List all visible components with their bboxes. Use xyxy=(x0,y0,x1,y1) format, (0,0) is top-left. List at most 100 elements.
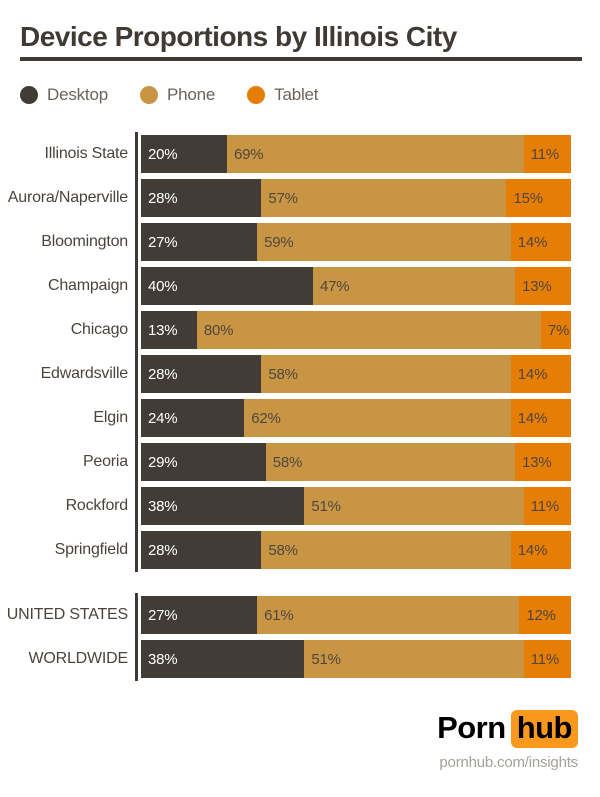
row-label: Bloomington xyxy=(41,233,128,250)
segment-value-label: 38% xyxy=(148,650,178,668)
bar-segment-desktop: 20% xyxy=(141,135,227,173)
bar-segment-phone: 58% xyxy=(261,355,511,393)
segment-value-label: 58% xyxy=(268,541,298,559)
segment-value-label: 12% xyxy=(526,606,556,624)
cities-bar-group: Illinois State 20% 69% 11% Aurora/Naperville… xyxy=(7,132,571,572)
row-label: Peoria xyxy=(82,453,128,470)
chart-row: Elgin 24% 62% 14% xyxy=(20,399,571,437)
bar-segment-tablet: 14% xyxy=(510,223,571,261)
segment-value-label: 13% xyxy=(148,321,178,339)
segment-value-label: 14% xyxy=(517,233,548,251)
bar-segment-phone: 69% xyxy=(227,135,524,173)
stacked-bar: 38% 51% 11% xyxy=(141,487,571,525)
bar-segment-tablet: 14% xyxy=(510,399,571,437)
segment-value-label: 14% xyxy=(517,409,548,427)
chart-row: Chicago 13% 80% 7% xyxy=(20,311,571,349)
segment-value-label: 58% xyxy=(272,453,303,471)
bar-segment-tablet: 12% xyxy=(519,596,571,634)
stacked-bar: 40% 47% 13% xyxy=(141,267,571,305)
chart-legend: Desktop Phone Tablet xyxy=(20,85,600,105)
segment-value-label: 29% xyxy=(148,453,178,471)
legend-label: Desktop xyxy=(47,85,108,104)
bar-segment-phone: 59% xyxy=(257,223,511,261)
row-label: Champaign xyxy=(47,277,128,294)
bar-segment-phone: 62% xyxy=(244,399,511,437)
segment-value-label: 38% xyxy=(148,497,178,515)
bar-segment-phone: 80% xyxy=(196,311,541,349)
bar-segment-desktop: 38% xyxy=(141,640,305,678)
chart-row: Springfield 28% 58% 14% xyxy=(20,531,571,569)
legend-item-tablet: Tablet xyxy=(247,85,319,105)
row-label: WORLDWIDE xyxy=(28,650,128,667)
chart-row: Rockford 38% 51% 11% xyxy=(20,487,571,525)
bar-segment-tablet: 13% xyxy=(515,267,571,305)
segment-value-label: 27% xyxy=(148,606,178,624)
bar-segment-phone: 58% xyxy=(261,531,511,569)
logo-text-hub: hub xyxy=(510,710,578,748)
segment-value-label: 69% xyxy=(234,145,264,163)
segment-value-label: 51% xyxy=(311,497,341,515)
stacked-bar-chart: Illinois State 20% 69% 11% Aurora/Naperville… xyxy=(0,132,600,681)
stacked-bar: 24% 62% 14% xyxy=(141,399,571,437)
stacked-bar: 29% 58% 13% xyxy=(141,443,571,481)
segment-value-label: 61% xyxy=(264,606,294,624)
phone-legend-dot-icon xyxy=(139,86,158,104)
bar-segment-desktop: 13% xyxy=(141,311,197,349)
insights-url: pornhub.com/insights xyxy=(439,754,578,771)
bar-segment-tablet: 11% xyxy=(523,135,571,173)
bar-segment-phone: 51% xyxy=(304,487,524,525)
bar-segment-tablet: 15% xyxy=(506,179,571,217)
segment-value-label: 11% xyxy=(530,650,560,668)
segment-value-label: 13% xyxy=(522,453,552,471)
segment-value-label: 47% xyxy=(320,277,350,295)
bar-segment-phone: 47% xyxy=(313,267,516,305)
legend-label: Tablet xyxy=(274,85,319,104)
segment-value-label: 24% xyxy=(148,409,178,427)
bar-segment-desktop: 24% xyxy=(141,399,245,437)
chart-row: Peoria 29% 58% 13% xyxy=(20,443,571,481)
logo-text-porn: Porn xyxy=(437,710,506,745)
stacked-bar: 20% 69% 11% xyxy=(141,135,571,173)
bar-segment-desktop: 40% xyxy=(141,267,313,305)
chart-row: Illinois State 20% 69% 11% xyxy=(20,135,571,173)
row-label: Aurora/Naperville xyxy=(7,189,128,206)
legend-item-phone: Phone xyxy=(139,85,215,105)
segment-value-label: 28% xyxy=(148,541,178,559)
bar-segment-tablet: 11% xyxy=(523,640,571,678)
bar-segment-tablet: 11% xyxy=(523,487,571,525)
bar-segment-tablet: 7% xyxy=(540,311,571,349)
row-label: Chicago xyxy=(70,321,129,338)
bar-segment-phone: 58% xyxy=(265,443,516,481)
chart-row: WORLDWIDE 38% 51% 11% xyxy=(20,640,571,678)
stacked-bar: 28% 58% 14% xyxy=(141,355,571,393)
row-label: Edwardsville xyxy=(40,365,129,382)
chart-row: Bloomington 27% 59% 14% xyxy=(20,223,571,261)
row-label: Elgin xyxy=(93,409,128,426)
segment-value-label: 80% xyxy=(203,321,234,339)
bar-segment-tablet: 13% xyxy=(515,443,571,481)
stacked-bar: 38% 51% 11% xyxy=(141,640,571,678)
bar-segment-tablet: 14% xyxy=(510,355,571,393)
chart-row: UNITED STATES 27% 61% 12% xyxy=(7,596,571,634)
bar-segment-desktop: 38% xyxy=(141,487,305,525)
bar-segment-phone: 51% xyxy=(304,640,524,678)
title-underline xyxy=(20,57,582,61)
chart-row: Aurora/Naperville 28% 57% 15% xyxy=(7,179,571,217)
segment-value-label: 57% xyxy=(268,189,298,207)
segment-value-label: 15% xyxy=(513,189,543,207)
pornhub-logo: Porn hub xyxy=(437,710,578,748)
segment-value-label: 11% xyxy=(530,145,560,163)
stacked-bar: 13% 80% 7% xyxy=(141,311,571,349)
segment-value-label: 51% xyxy=(311,650,341,668)
stacked-bar: 27% 61% 12% xyxy=(141,596,571,634)
bar-segment-phone: 57% xyxy=(261,179,507,217)
footer: Porn hub pornhub.com/insights xyxy=(437,710,578,771)
segment-value-label: 59% xyxy=(264,233,294,251)
chart-row: Champaign 40% 47% 13% xyxy=(20,267,571,305)
desktop-legend-dot-icon xyxy=(20,86,38,104)
row-label: Rockford xyxy=(65,497,129,514)
segment-value-label: 14% xyxy=(517,365,548,383)
segment-value-label: 11% xyxy=(530,497,560,515)
segment-value-label: 13% xyxy=(522,277,552,295)
